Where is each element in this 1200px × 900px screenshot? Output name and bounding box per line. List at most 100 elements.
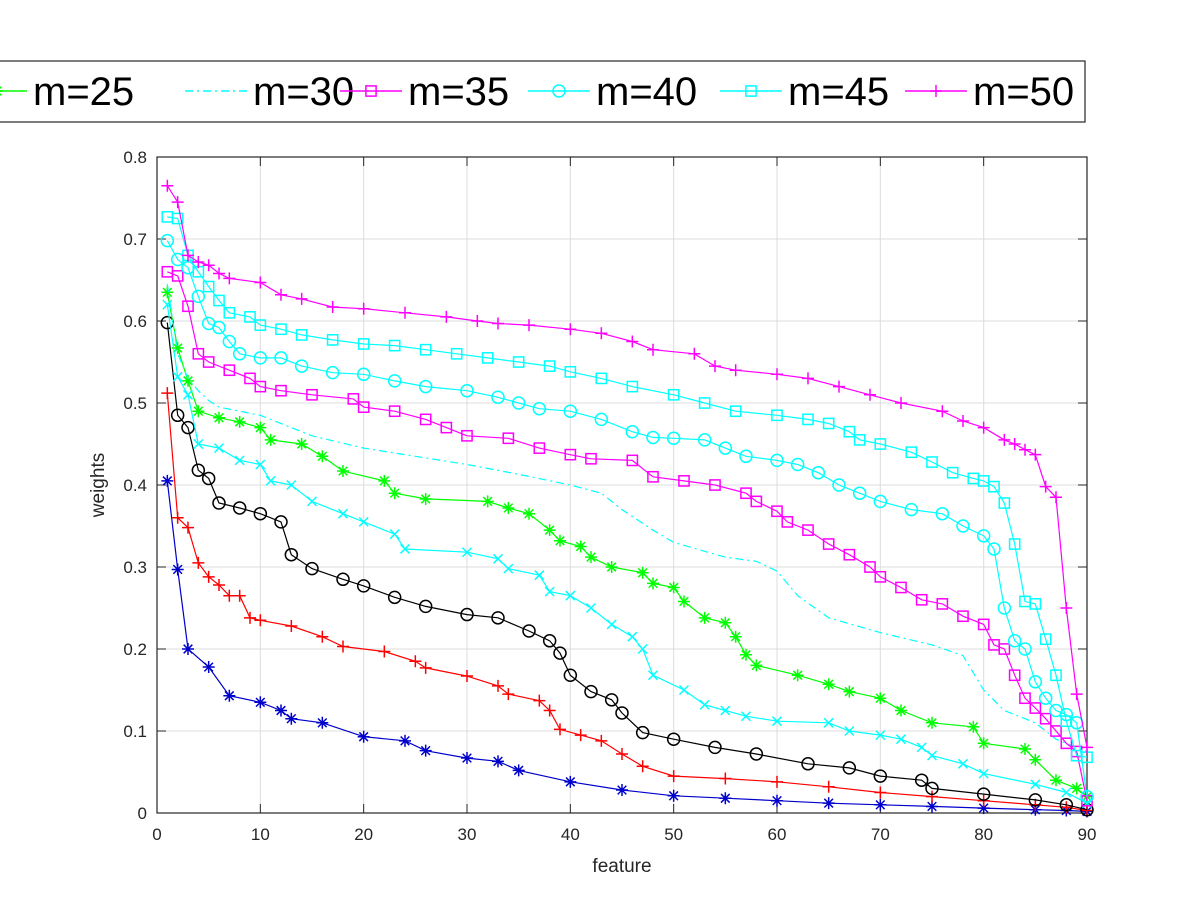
data-point xyxy=(667,581,680,594)
data-point xyxy=(895,734,907,745)
axis-ticks: 0 10 20 30 40 50 60 70 80 90 0 0.1 0.2 0.3 0.4 0.5 0.6 0.… xyxy=(123,148,1096,844)
data-point xyxy=(512,356,525,368)
legend-label: m=35 xyxy=(408,70,509,114)
data-point xyxy=(419,492,432,505)
data-point xyxy=(491,611,505,625)
data-point xyxy=(647,343,659,356)
data-point xyxy=(460,383,474,398)
data-point xyxy=(1080,789,1094,804)
data-point xyxy=(790,457,805,472)
data-point xyxy=(543,704,556,717)
data-point xyxy=(843,425,856,438)
data-point xyxy=(295,292,308,305)
data-point xyxy=(440,421,453,434)
data-point xyxy=(522,624,536,638)
data-point xyxy=(418,599,433,614)
data-point xyxy=(1038,691,1053,705)
data-point xyxy=(182,521,194,534)
data-point xyxy=(998,433,1011,446)
data-point xyxy=(170,252,185,267)
data-point xyxy=(709,479,721,491)
data-point xyxy=(987,542,1001,556)
data-point xyxy=(192,255,205,268)
data-point xyxy=(698,397,711,409)
data-point xyxy=(905,446,918,459)
x-tick-label: 70 xyxy=(871,825,890,844)
series-3 xyxy=(161,286,1093,803)
data-point xyxy=(720,705,731,716)
series-line xyxy=(166,284,1088,753)
data-point xyxy=(636,566,649,579)
data-point xyxy=(833,380,845,393)
data-point xyxy=(647,470,659,483)
legend-label: m=45 xyxy=(788,70,889,114)
data-point xyxy=(162,299,173,310)
data-point xyxy=(244,311,256,323)
data-point xyxy=(295,329,308,341)
data-point xyxy=(172,371,183,382)
data-point xyxy=(957,610,969,623)
data-point xyxy=(904,502,919,517)
data-point xyxy=(492,755,504,768)
data-point xyxy=(719,792,732,805)
data-point xyxy=(874,786,887,799)
data-point xyxy=(181,260,195,275)
data-point xyxy=(356,579,371,593)
data-point xyxy=(533,694,546,707)
data-point xyxy=(574,540,587,553)
data-point xyxy=(1019,743,1031,756)
data-point xyxy=(275,384,287,397)
data-point xyxy=(274,515,288,529)
data-point xyxy=(1050,725,1062,737)
data-point xyxy=(875,730,886,741)
x-axis-label: feature xyxy=(592,856,651,877)
data-point xyxy=(822,780,835,793)
data-point xyxy=(729,630,742,643)
data-point xyxy=(275,323,287,336)
y-tick-label: 0.8 xyxy=(123,148,147,167)
data-point xyxy=(554,534,566,547)
data-point xyxy=(244,372,256,385)
data-point xyxy=(873,494,888,509)
data-point xyxy=(202,570,215,583)
data-point xyxy=(802,524,814,536)
data-point xyxy=(637,643,648,655)
data-point xyxy=(212,320,226,335)
y-tick-label: 0.5 xyxy=(123,394,147,413)
data-point xyxy=(832,478,846,492)
data-point xyxy=(678,684,690,696)
data-point xyxy=(844,725,855,737)
data-point xyxy=(616,784,628,797)
x-tick-label: 50 xyxy=(664,825,683,844)
data-point xyxy=(667,770,680,783)
data-point xyxy=(285,620,298,633)
data-point xyxy=(212,496,226,510)
data-point xyxy=(254,614,267,627)
data-point xyxy=(957,415,969,428)
data-point xyxy=(192,347,205,360)
data-point xyxy=(253,351,268,365)
series-line xyxy=(166,480,1088,812)
data-point xyxy=(874,570,887,583)
data-point xyxy=(605,561,618,573)
data-point xyxy=(191,463,206,477)
data-point xyxy=(337,508,349,519)
data-point xyxy=(802,372,814,385)
data-point xyxy=(285,712,298,725)
data-point xyxy=(1008,438,1021,450)
data-point xyxy=(481,352,494,364)
y-tick-label: 0.1 xyxy=(123,722,147,741)
data-point xyxy=(615,706,629,720)
data-point xyxy=(564,448,577,461)
data-point xyxy=(161,179,174,192)
data-point xyxy=(1029,448,1042,461)
data-point xyxy=(625,424,640,439)
data-point xyxy=(698,611,711,624)
data-point xyxy=(316,630,329,643)
data-point xyxy=(647,670,659,681)
x-tick-label: 60 xyxy=(768,825,787,844)
data-point xyxy=(771,505,783,518)
series-5 xyxy=(162,299,1093,809)
data-point xyxy=(295,438,308,450)
series-7 xyxy=(160,233,1094,804)
